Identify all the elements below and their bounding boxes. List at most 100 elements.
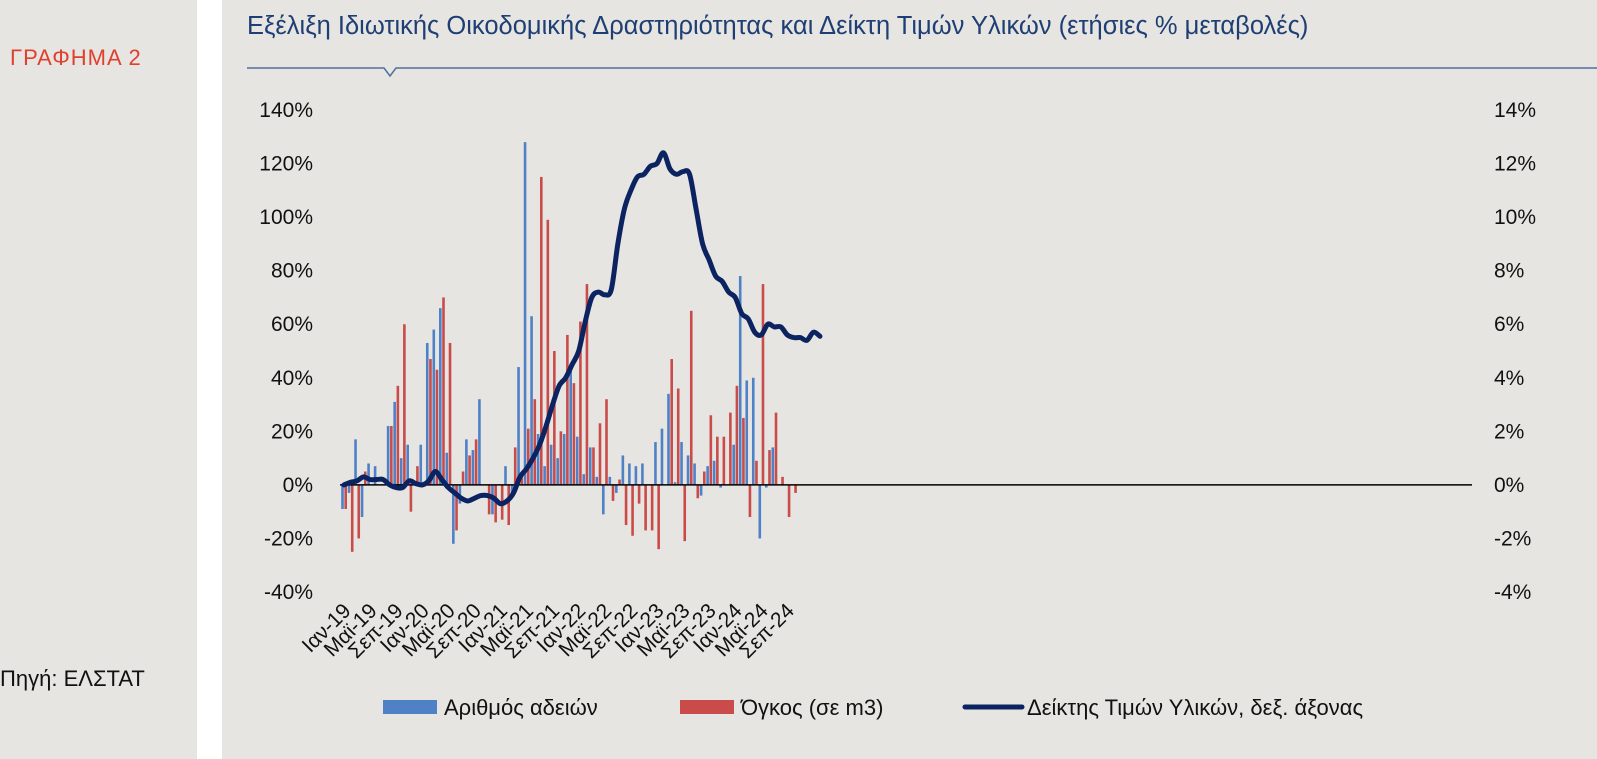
permits-bar <box>360 484 364 518</box>
volume-bar <box>390 425 393 485</box>
left-tick-label: 140% <box>259 99 313 122</box>
bar-series <box>341 142 797 552</box>
volume-bar <box>416 466 419 485</box>
volume-bar <box>592 447 595 485</box>
volume-bar <box>781 476 784 485</box>
volume-bar <box>448 342 452 485</box>
volume-bar <box>683 484 687 542</box>
volume-bar <box>546 219 550 485</box>
permits-bar <box>530 316 533 485</box>
volume-bar <box>670 359 673 485</box>
volume-bar <box>598 423 602 485</box>
permits-bar <box>393 401 396 485</box>
right-tick-label: 10% <box>1494 206 1536 229</box>
sidebar: ΓΡΑΦΗΜΑ 2 Πηγή: ΕΛΣΤΑΤ <box>0 0 197 759</box>
legend-label-permits: Αριθμός αδειών <box>444 695 598 720</box>
volume-bar <box>637 484 641 504</box>
permits-bar <box>582 474 586 485</box>
right-tick-label: 8% <box>1494 260 1524 283</box>
permits-bar <box>719 484 722 488</box>
permits-bar <box>569 369 572 485</box>
permits-bar <box>771 447 775 485</box>
permits-bar <box>712 460 716 485</box>
legend-label-index: Δείκτης Τιμών Υλικών, δεξ. άξονας <box>1027 695 1363 720</box>
volume-bar <box>755 460 758 485</box>
right-tick-label: 12% <box>1494 153 1536 176</box>
volume-bar <box>526 428 530 485</box>
permits-bar <box>660 428 664 485</box>
permits-bar <box>738 276 742 485</box>
permits-bar <box>608 476 612 485</box>
chart-label: ΓΡΑΦΗΜΑ 2 <box>10 45 142 70</box>
volume-bar <box>474 439 478 485</box>
right-tick-label: 6% <box>1494 313 1524 336</box>
permits-bar <box>523 142 527 485</box>
left-tick-label: 60% <box>271 313 313 336</box>
volume-bar <box>709 415 713 485</box>
permits-bar <box>706 466 709 485</box>
permits-bar <box>399 458 403 485</box>
volume-bar <box>559 431 563 485</box>
volume-bar <box>507 484 510 526</box>
volume-bar <box>729 412 732 485</box>
permits-bar <box>667 393 670 485</box>
left-axis: -40% -20% 0% 20% 40% 60% 80% 100% 120% 140% <box>259 99 313 604</box>
left-tick-label: 120% <box>259 153 313 176</box>
permits-bar <box>386 425 390 485</box>
x-axis: Ιαν-19Μαϊ-19Σεπ-19Ιαν-20Μαϊ-20Σεπ-20Ιαν-… <box>298 599 799 663</box>
permits-bar <box>439 308 442 485</box>
left-tick-label: 100% <box>259 206 313 229</box>
permits-bar <box>504 466 507 485</box>
legend-swatch-permits <box>383 700 437 714</box>
permits-bar <box>536 434 540 485</box>
left-tick-label: 40% <box>271 367 313 390</box>
volume-bar <box>650 484 654 531</box>
permits-bar <box>556 458 559 485</box>
volume-bar <box>350 484 354 552</box>
permits-bar <box>602 484 605 515</box>
permits-bar <box>693 463 696 485</box>
volume-bar <box>494 484 497 523</box>
volume-bar <box>735 385 739 485</box>
volume-bar <box>774 412 778 485</box>
left-tick-label: -40% <box>264 581 313 604</box>
volume-bar <box>768 450 771 485</box>
permits-bar <box>367 463 370 485</box>
volume-bar <box>513 447 517 485</box>
volume-bar <box>487 484 491 515</box>
permits-bar <box>510 484 514 493</box>
volume-bar <box>566 334 569 485</box>
title-underline <box>247 67 1597 78</box>
permits-bar <box>543 466 546 485</box>
permits-bar <box>732 444 735 485</box>
permits-bar <box>347 484 351 493</box>
volume-bar <box>761 284 765 485</box>
permits-bar <box>628 463 631 485</box>
volume-bar <box>533 399 537 485</box>
permits-bar <box>686 455 690 485</box>
volume-bar <box>396 385 400 485</box>
permits-bar <box>751 377 755 485</box>
permits-bar <box>699 484 703 496</box>
permits-bar <box>465 439 468 485</box>
left-tick-label: 0% <box>283 474 313 497</box>
volume-bar <box>572 383 576 485</box>
volume-bar <box>794 484 797 493</box>
permits-bar <box>641 463 644 485</box>
left-tick-label: 80% <box>271 260 313 283</box>
permits-bar <box>745 380 749 485</box>
chart-title: Εξέλιξη Ιδιωτικής Οικοδομικής Δραστηριότ… <box>247 12 1309 40</box>
permits-bar <box>419 444 423 485</box>
volume-bar <box>468 455 471 485</box>
volume-bar <box>618 479 621 485</box>
volume-bar <box>553 351 556 485</box>
volume-bar <box>611 484 615 501</box>
volume-bar <box>722 436 726 485</box>
right-axis: -4% -2% 0% 2% 4% 6% 8% 10% 12% 14% <box>1494 99 1536 604</box>
volume-bar <box>442 297 445 485</box>
volume-bar <box>403 324 406 485</box>
volume-bar <box>657 484 660 550</box>
permits-bar <box>445 452 449 485</box>
permits-bar <box>471 450 475 485</box>
permits-bar <box>595 476 599 485</box>
